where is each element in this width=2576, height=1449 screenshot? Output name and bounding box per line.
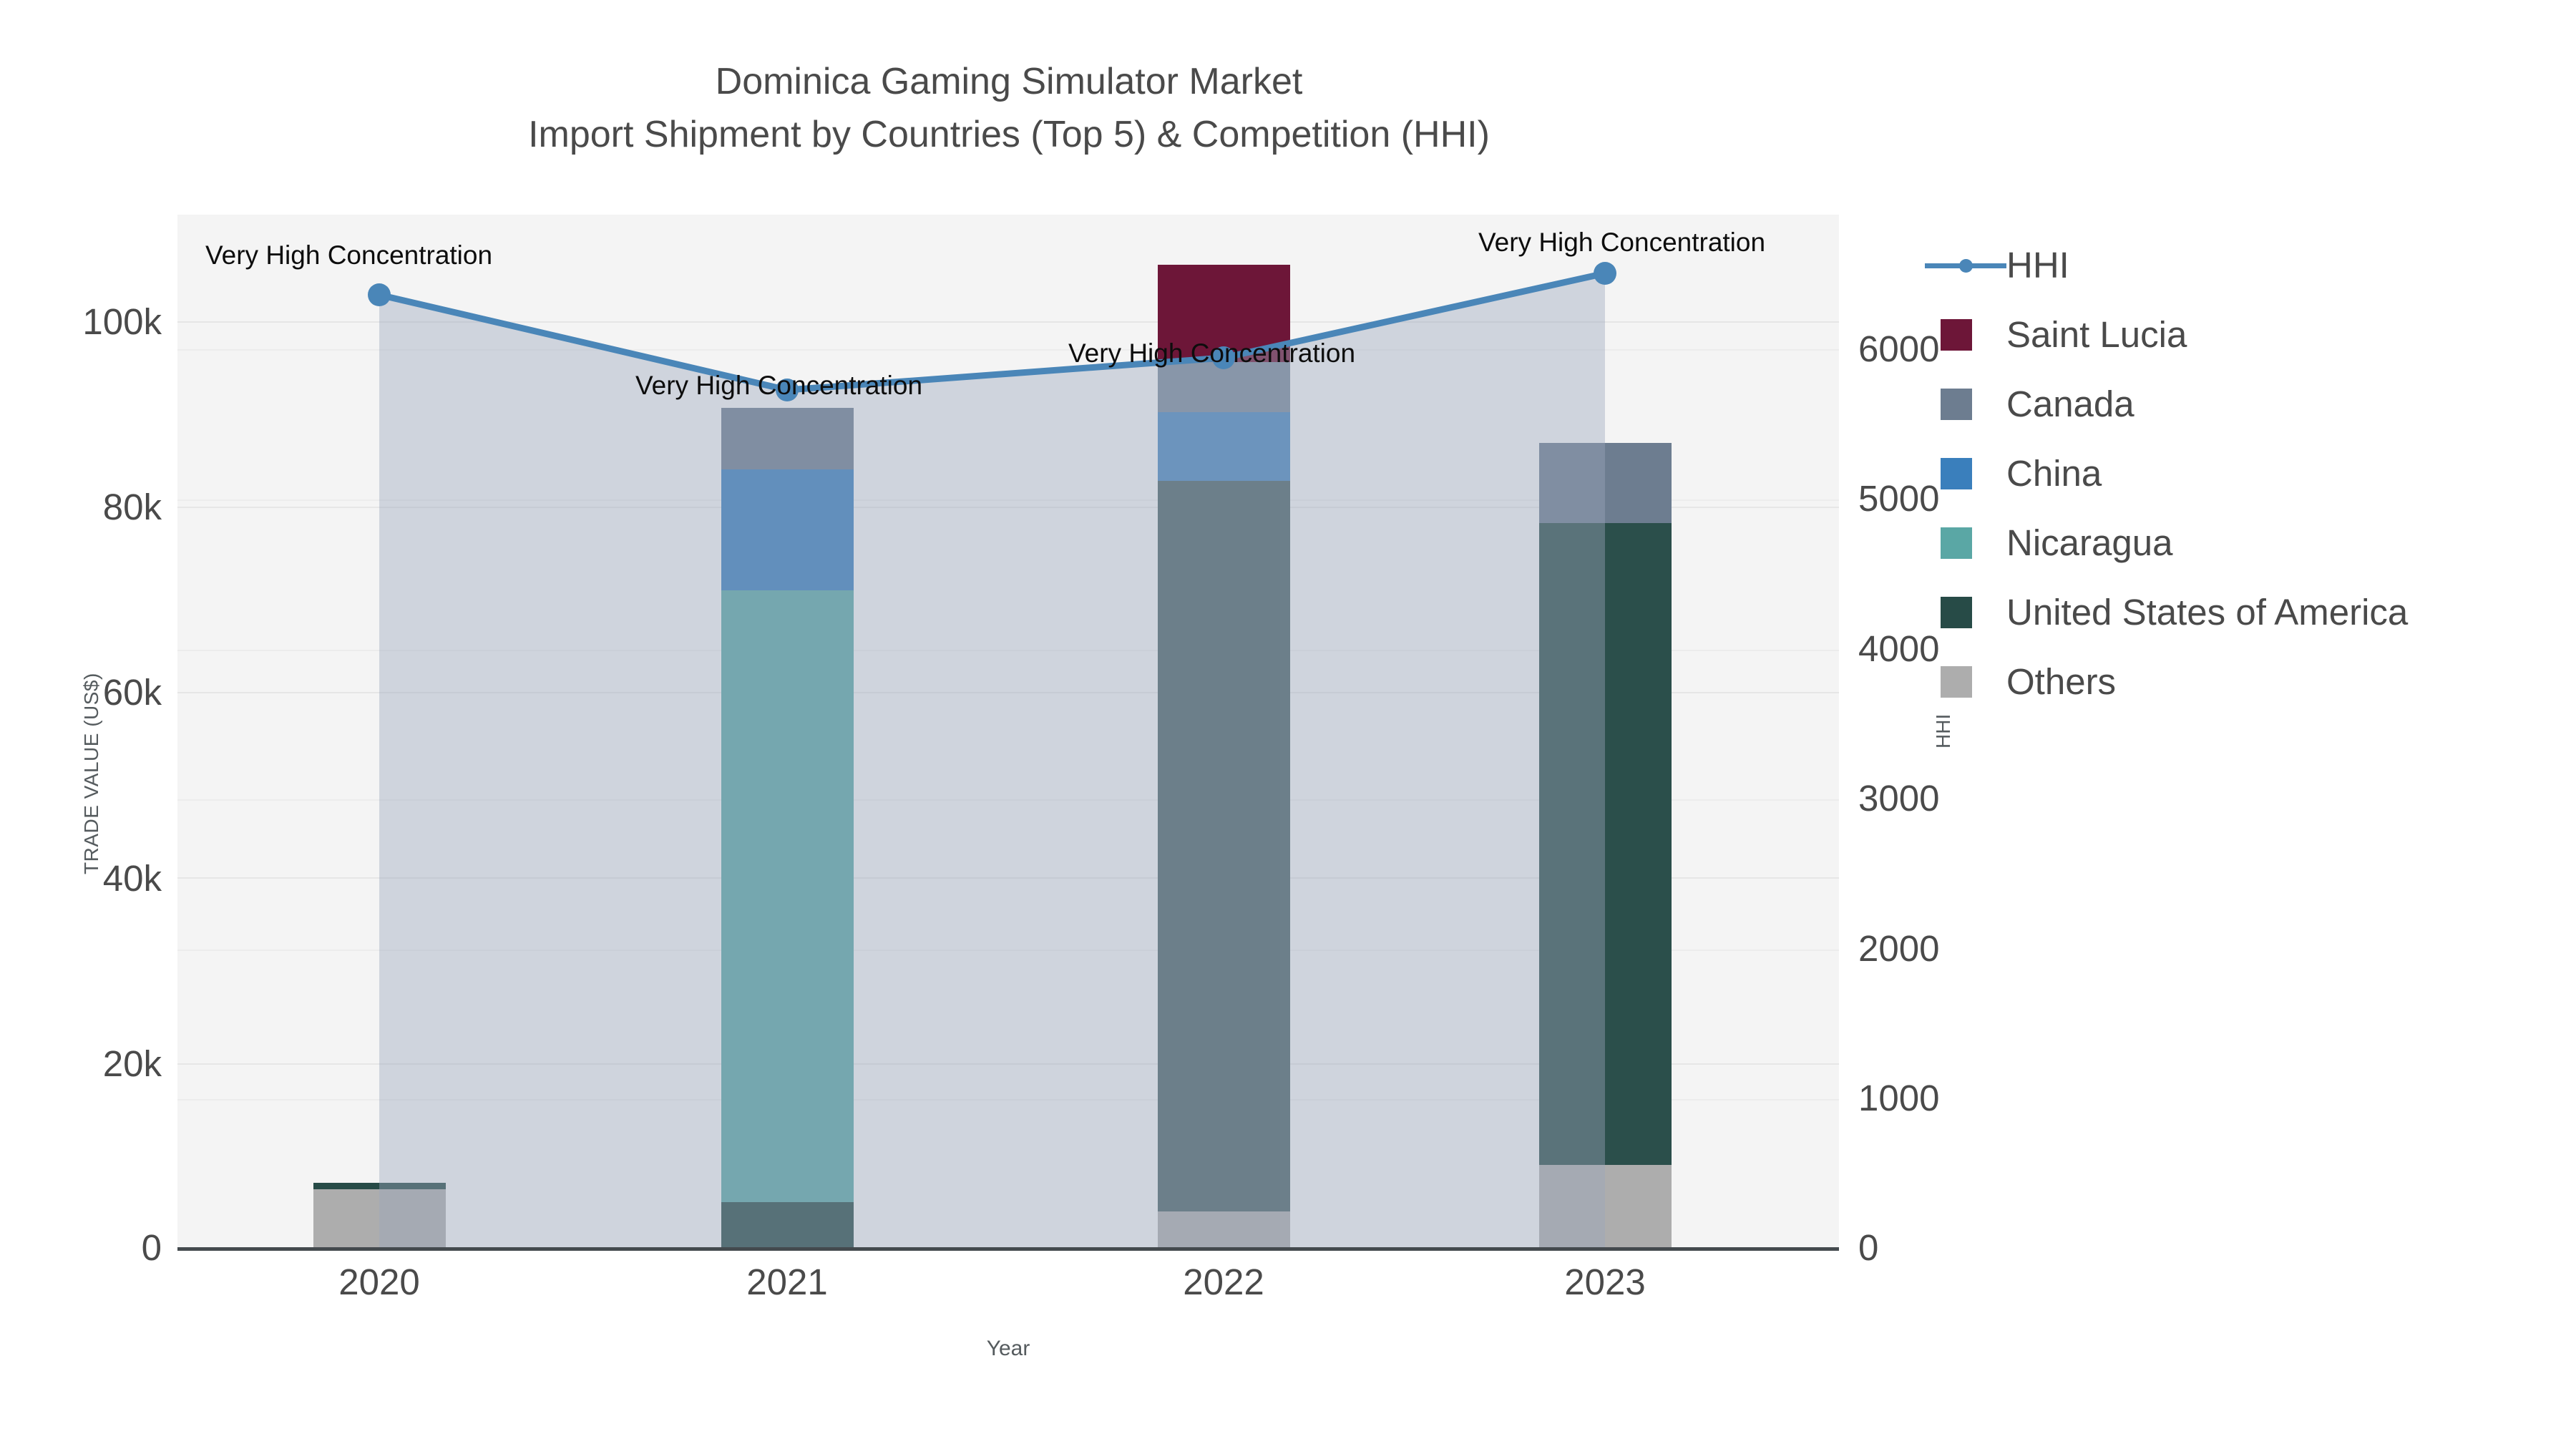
y-tick-left-40k: 40k [102,858,162,899]
gridline-right-2000 [177,950,1839,951]
bar-stack-2023[interactable] [1539,443,1672,1249]
y-tick-right-4000: 4000 [1858,628,1940,669]
chart-legend: HHI Saint Lucia Canada China Nicaragua U… [1925,230,2555,716]
swatch-saint-lucia-icon [1941,318,1972,351]
legend-label-nicaragua: Nicaragua [2006,522,2173,563]
gridline-left-60k [177,692,1839,693]
legend-item-united-states-of-america[interactable]: United States of America [1925,577,2555,647]
gridline-right-5000 [177,499,1839,501]
bar-stack-2021[interactable] [721,408,854,1249]
annotation-very-high-concentration-2021: Very High Concentration [635,371,923,400]
chart-title-line-2: Import Shipment by Countries (Top 5) & C… [528,113,1490,155]
plot-inner [177,215,1839,1249]
legend-item-saint-lucia[interactable]: Saint Lucia [1925,300,2555,369]
bar-segment-canada-2021[interactable] [721,408,854,469]
y-tick-right-2000: 2000 [1858,928,1940,969]
bar-segment-canada-2022[interactable] [1158,362,1290,412]
swatch-others-icon [1941,665,1972,698]
annotation-very-high-concentration-2020: Very High Concentration [205,240,493,270]
annotation-very-high-concentration-2022: Very High Concentration [1068,338,1356,368]
swatch-usa-icon [1941,596,1972,628]
gridline-left-80k [177,507,1839,508]
legend-label-united-states-of-america: United States of America [2006,592,2409,633]
y-tick-left-80k: 80k [102,487,162,527]
hhi-line-icon [1925,250,2006,281]
x-axis-line [177,1247,1839,1251]
x-tick-2022: 2022 [1183,1262,1264,1302]
legend-item-hhi[interactable]: HHI [1925,230,2555,300]
legend-label-canada: Canada [2006,384,2135,424]
y-tick-left-20k: 20k [102,1043,162,1084]
bar-stack-2022[interactable] [1158,265,1290,1249]
y-tick-right-3000: 3000 [1858,778,1940,819]
bar-segment-others-2022[interactable] [1158,1211,1290,1249]
y-tick-right-0: 0 [1858,1227,1879,1268]
bar-segment-canada-2023[interactable] [1539,443,1672,523]
x-tick-2021: 2021 [746,1262,828,1302]
gridline-right-4000 [177,650,1839,651]
bar-segment-china-2021[interactable] [721,469,854,590]
gridline-left-20k [177,1063,1839,1065]
bar-segment-usa-2023[interactable] [1539,523,1672,1165]
gridline-left-100k [177,321,1839,323]
bar-segment-usa-2020[interactable] [313,1183,446,1189]
swatch-nicaragua-icon [1941,527,1972,559]
y-tick-left-60k: 60k [102,672,162,713]
legend-label-saint-lucia: Saint Lucia [2006,314,2187,355]
hhi-marker-2022[interactable] [1212,346,1235,369]
bar-segment-usa-2022[interactable] [1158,481,1290,1211]
plot-area [177,215,1839,1249]
gridline-right-1000 [177,1099,1839,1101]
swatch-china-icon [1941,457,1972,489]
bar-segment-nicaragua-2021[interactable] [721,590,854,1202]
y-tick-right-1000: 1000 [1858,1078,1940,1118]
legend-label-china: China [2006,453,2102,494]
legend-label-others: Others [2006,661,2117,702]
annotation-very-high-concentration-2023: Very High Concentration [1478,228,1766,257]
hhi-line[interactable] [376,270,1609,394]
hhi-area [379,273,1605,1249]
chart-title-line-1: Dominica Gaming Simulator Market [715,61,1303,102]
legend-item-canada[interactable]: Canada [1925,369,2555,439]
gridline-left-40k [177,877,1839,879]
bar-segment-china-2022[interactable] [1158,412,1290,481]
swatch-canada-icon [1941,388,1972,420]
y-tick-right-5000: 5000 [1858,478,1940,519]
hhi-marker-2020[interactable] [368,283,391,306]
x-tick-2020: 2020 [338,1262,420,1302]
gridline-right-3000 [177,799,1839,801]
y-tick-left-100k: 100k [82,301,162,342]
x-axis-title: Year [986,1337,1030,1360]
bar-segment-usa-2021[interactable] [721,1202,854,1249]
bar-segment-others-2023[interactable] [1539,1165,1672,1249]
legend-item-others[interactable]: Others [1925,647,2555,716]
legend-item-nicaragua[interactable]: Nicaragua [1925,508,2555,577]
hhi-marker-2021[interactable] [776,379,799,401]
hhi-overlay [368,262,1616,1249]
chart-title: Dominica Gaming Simulator Market Import … [0,56,2018,162]
gridline-right-6000 [177,349,1839,351]
bar-stack-2020[interactable] [313,1183,446,1249]
y-tick-left-0: 0 [141,1227,162,1268]
x-tick-2023: 2023 [1564,1262,1646,1302]
legend-item-china[interactable]: China [1925,439,2555,508]
bar-segment-others-2020[interactable] [313,1189,446,1249]
legend-label-hhi: HHI [2006,245,2069,286]
y-axis-right-title: HHI [1932,713,1954,748]
hhi-marker-2023[interactable] [1594,262,1616,285]
y-tick-right-6000: 6000 [1858,328,1940,369]
